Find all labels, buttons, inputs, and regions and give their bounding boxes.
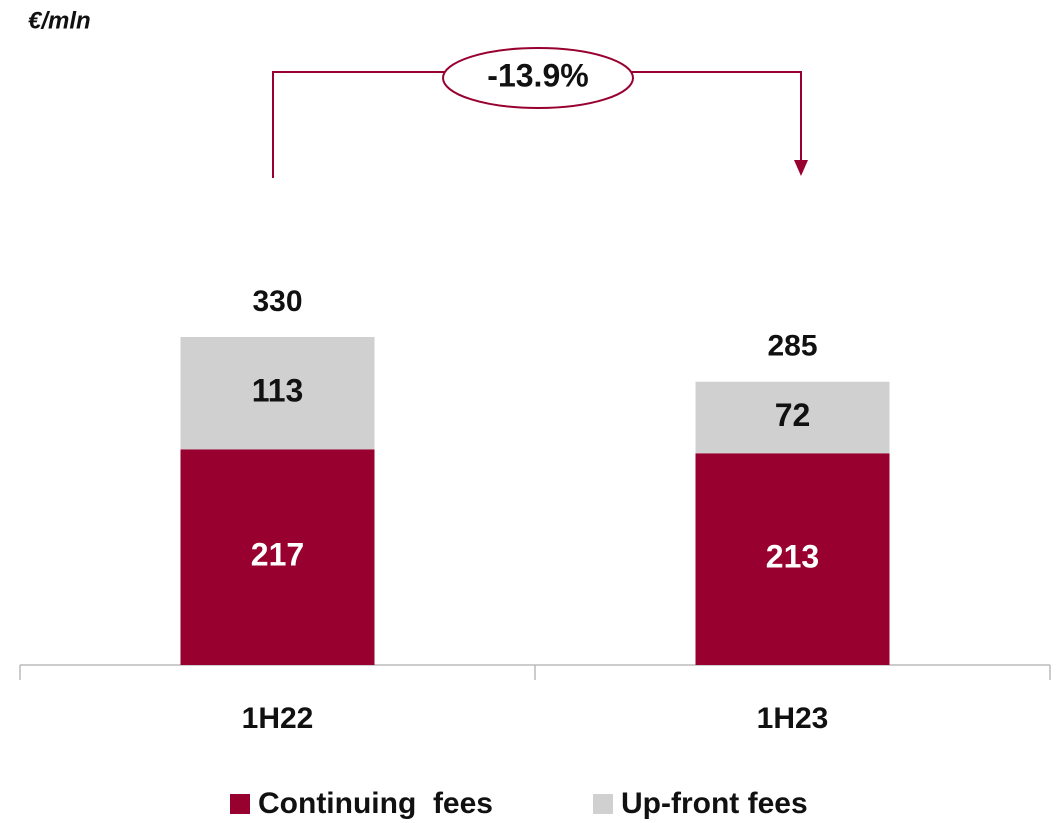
total-label: 330 [252,285,302,318]
legend-label: Continuing fees [258,787,493,820]
segment-label: 113 [252,373,304,409]
bar-segment [695,381,890,454]
legend-swatch [230,794,250,814]
bracket-arrow [794,160,808,176]
bar-segment [695,453,890,665]
segment-label: 72 [775,397,811,433]
total-label: 285 [767,330,817,363]
annotation-bubble [442,47,634,109]
segment-label: 217 [251,537,304,573]
legend-label: Up-front fees [621,787,808,820]
unit-label: €/mln [28,7,91,34]
bar-segment [180,449,375,665]
annotation: -13.9% [487,57,588,93]
change-bracket: -13.9% [272,47,808,178]
bar-segment [180,337,375,450]
segment-label: 213 [766,539,819,575]
x-tick-label: 1H23 [757,702,829,735]
legend-swatch [593,794,613,814]
x-tick-label: 1H22 [242,702,314,735]
